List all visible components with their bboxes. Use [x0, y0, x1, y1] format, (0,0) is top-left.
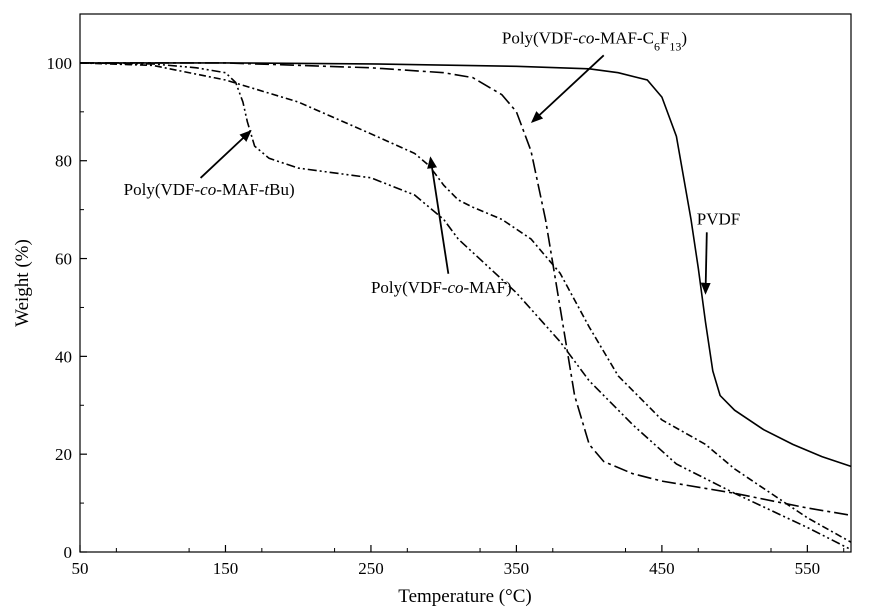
y-tick-label: 60: [55, 250, 72, 269]
annotation-arrow-1: [700, 232, 711, 295]
series-line-4: [79, 62, 852, 543]
y-tick-label: 100: [47, 54, 73, 73]
y-tick-label: 20: [55, 445, 72, 464]
x-axis-title: Temperature (°C): [398, 586, 531, 607]
x-axis: 50 150 250 350 450 550: [72, 545, 845, 578]
series-line-2: [80, 62, 852, 517]
x-tick-label: 150: [213, 559, 239, 578]
x-tick-label: 50: [72, 559, 89, 578]
annotation-label-2: Poly(VDF-co-MAF-C6F13): [502, 28, 687, 53]
annotation-arrow-3: [199, 130, 252, 179]
x-tick-label: 250: [358, 559, 384, 578]
y-tick-label: 80: [55, 152, 72, 171]
y-tick-label: 0: [64, 543, 73, 562]
y-axis: 0 20 40 60 80 100: [47, 54, 87, 562]
x-tick-label: 350: [504, 559, 530, 578]
annotation-label-3: Poly(VDF-co-MAF-tBu): [124, 180, 295, 199]
annotation-label-1: PVDF: [697, 209, 740, 228]
series-layer: [79, 62, 852, 551]
series-line-3: [79, 62, 852, 551]
plot-frame: [79, 13, 852, 553]
annotation-arrow-4: [427, 156, 450, 274]
annotation-arrow-2: [530, 54, 605, 123]
series-line-1: [80, 62, 852, 468]
y-axis-title: Weight (%): [12, 239, 33, 327]
annotations: PVDF Poly(VDF-co-MAF-C6F13) Poly(VDF-co-MA…: [124, 28, 741, 296]
annotation-label-4: Poly(VDF-co-MAF): [371, 278, 512, 297]
x-tick-label: 450: [649, 559, 675, 578]
y-tick-label: 40: [55, 347, 72, 366]
x-tick-label: 550: [795, 559, 821, 578]
